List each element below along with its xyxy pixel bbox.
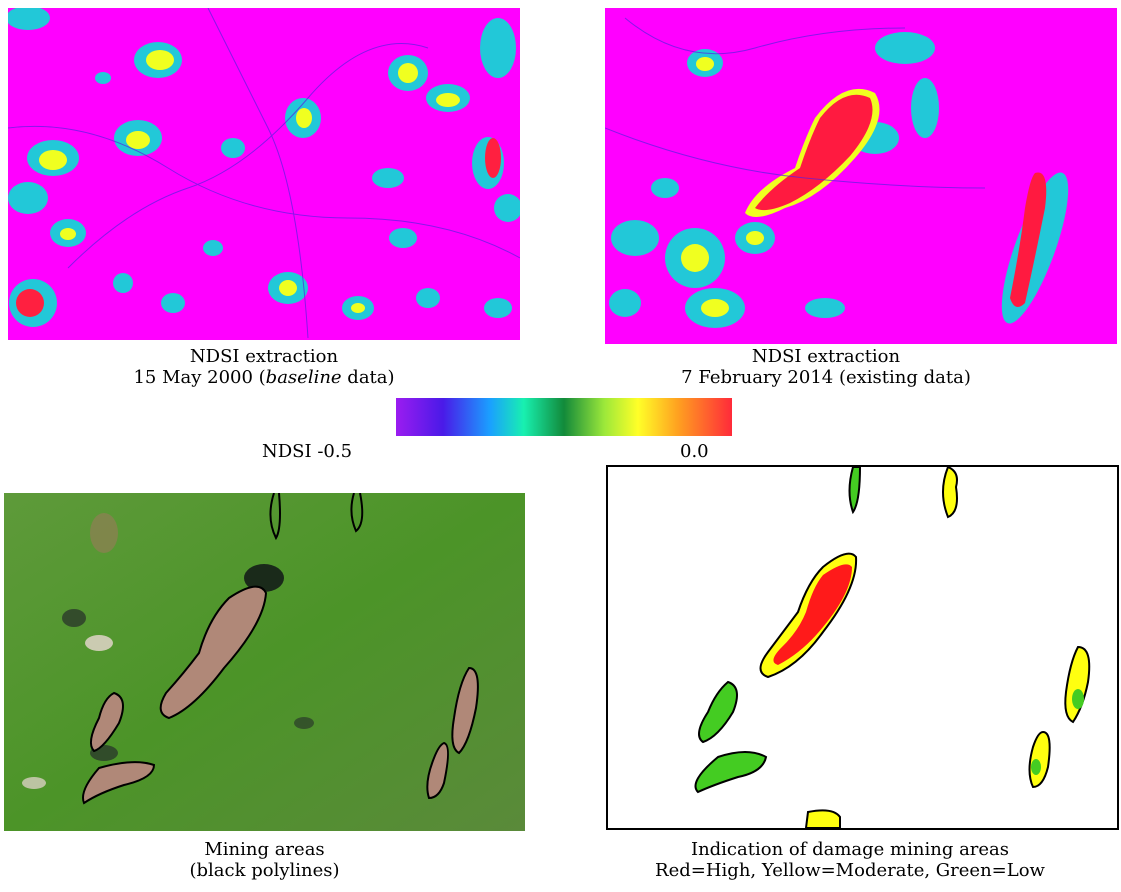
caption-title: Indication of damage mining areas: [690, 839, 1010, 860]
caption-date-prefix: 15 May 2000 (: [133, 367, 266, 388]
ndsi-map-2000: [8, 8, 520, 340]
caption-title: NDSI extraction: [189, 346, 339, 367]
caption-date: 7 February 2014 (existing data): [681, 367, 971, 388]
caption-title: Mining areas: [204, 839, 325, 860]
caption-ndsi-2000: NDSI extraction 15 May 2000 (baseline da…: [8, 346, 520, 388]
caption-date-suffix: data): [341, 367, 395, 388]
ndsi-map-2014: [605, 8, 1117, 344]
damage-map: [606, 465, 1119, 830]
caption-mining-areas: Mining areas (black polylines): [4, 839, 525, 881]
caption-legend: Red=High, Yellow=Moderate, Green=Low: [655, 860, 1045, 881]
colorbar-max-label: 0.0: [680, 441, 709, 462]
colorbar-min-label: NDSI -0.5: [262, 441, 353, 462]
satellite-mining-map: [4, 493, 525, 831]
caption-damage-map: Indication of damage mining areas Red=Hi…: [580, 839, 1120, 881]
caption-subtitle: (black polylines): [189, 860, 340, 881]
caption-date-italic: baseline: [265, 367, 342, 388]
caption-date: 15 May 2000 (baseline data): [8, 367, 520, 388]
caption-title: NDSI extraction: [751, 346, 901, 367]
caption-ndsi-2014: NDSI extraction 7 February 2014 (existin…: [570, 346, 1082, 388]
ndsi-colorbar: [396, 398, 732, 436]
